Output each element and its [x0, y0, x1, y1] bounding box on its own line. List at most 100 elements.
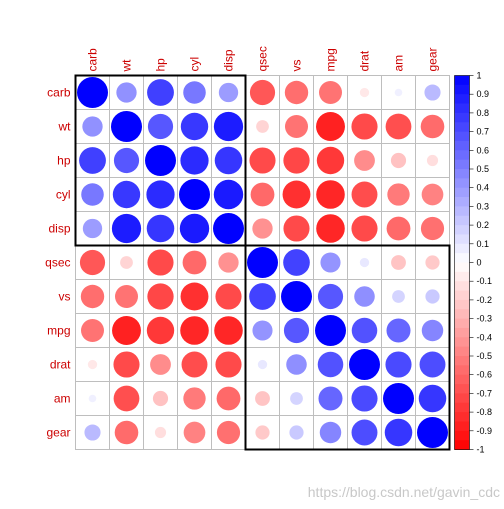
circle-vs-carb	[80, 284, 105, 309]
colorbar-tick-label: -0.8	[477, 407, 493, 417]
col-label-vs: vs	[290, 60, 304, 72]
colorbar-tick-label: -0.3	[477, 314, 493, 324]
circle-cyl-mpg	[316, 180, 345, 209]
circle-vs-vs	[281, 281, 312, 312]
circle-cyl-gear	[421, 183, 444, 206]
cluster-box-2	[244, 244, 451, 451]
circle-carb-disp	[218, 82, 239, 103]
col-label-am: am	[392, 55, 406, 72]
colorbar-step	[454, 197, 470, 207]
circle-qsec-carb	[79, 249, 106, 276]
colorbar-tick-label: -0.9	[477, 426, 493, 436]
colorbar-tick-label: 0.6	[477, 145, 490, 155]
colorbar-step	[454, 384, 470, 394]
circle-mpg-cyl	[180, 316, 209, 345]
colorbar-step	[454, 75, 470, 86]
colorbar-step	[454, 122, 470, 132]
circle-hp-qsec	[249, 147, 276, 174]
circle-qsec-disp	[218, 252, 239, 273]
circle-am-qsec	[255, 391, 270, 406]
circle-drat-am	[385, 351, 412, 378]
colorbar-tick-label: 0.3	[477, 201, 490, 211]
circle-mpg-mpg	[315, 315, 346, 346]
col-label-cyl: cyl	[188, 57, 202, 72]
col-label-disp: disp	[222, 49, 236, 71]
circle-drat-drat	[349, 349, 380, 380]
circle-mpg-gear	[421, 319, 444, 342]
colorbar-step	[454, 290, 470, 301]
row-label-mpg: mpg	[47, 324, 70, 338]
colorbar-step	[454, 309, 470, 319]
circle-am-gear	[418, 384, 447, 413]
circle-vs-drat	[354, 286, 375, 307]
circle-cyl-wt	[112, 180, 141, 209]
colorbar-step	[454, 430, 470, 441]
circle-cyl-cyl	[179, 179, 210, 210]
row-label-cyl: cyl	[56, 188, 71, 202]
circle-mpg-am	[386, 318, 411, 343]
circle-gear-cyl	[183, 421, 206, 444]
circle-vs-wt	[115, 285, 138, 308]
circle-carb-hp	[147, 79, 174, 106]
circle-gear-gear	[417, 417, 448, 448]
colorbar-tick-label: 0.5	[477, 164, 490, 174]
circle-am-disp	[216, 386, 241, 411]
col-label-carb: carb	[86, 48, 100, 72]
circle-carb-mpg	[319, 81, 342, 104]
circle-mpg-carb	[81, 319, 104, 342]
row-label-am: am	[54, 392, 71, 406]
colorbar-step	[454, 103, 470, 114]
circle-wt-cyl	[180, 112, 209, 141]
circle-wt-disp	[213, 111, 244, 142]
watermark: https://blog.csdn.net/gavin_cdc	[307, 484, 500, 500]
circle-qsec-gear	[425, 255, 440, 270]
colorbar-step	[454, 112, 470, 123]
colorbar-tick-label: 0.4	[477, 183, 490, 193]
row-label-wt: wt	[58, 120, 72, 134]
circle-carb-qsec	[249, 79, 276, 106]
circle-wt-qsec	[256, 120, 269, 133]
circle-wt-am	[385, 113, 412, 140]
colorbar-step	[454, 234, 470, 245]
circle-mpg-vs	[283, 317, 310, 344]
circle-qsec-cyl	[182, 250, 207, 275]
circle-wt-vs	[285, 115, 308, 138]
circle-disp-disp	[213, 213, 244, 244]
circle-gear-carb	[84, 424, 101, 441]
colorbar-step	[454, 225, 470, 235]
colorbar-step	[454, 421, 470, 432]
colorbar-step	[454, 243, 470, 254]
cluster-box-1	[74, 74, 247, 247]
circle-qsec-am	[391, 255, 406, 270]
colorbar-step	[454, 281, 470, 291]
circle-carb-am	[394, 88, 403, 97]
circle-am-cyl	[183, 387, 206, 410]
colorbar-tick-label: 0.9	[477, 89, 490, 99]
colorbar-step	[454, 159, 470, 170]
col-label-wt: wt	[120, 59, 134, 73]
colorbar-tick-label: 1	[477, 71, 482, 81]
colorbar-tick-label: 0.7	[477, 127, 490, 137]
circle-wt-wt	[111, 111, 142, 142]
circle-gear-mpg	[319, 421, 342, 444]
circle-disp-hp	[146, 214, 175, 243]
row-label-gear: gear	[46, 426, 70, 440]
colorbar-tick-label: 0.8	[477, 108, 490, 118]
circle-wt-carb	[82, 116, 103, 137]
circle-cyl-carb	[81, 183, 104, 206]
circle-drat-gear	[419, 351, 446, 378]
circle-mpg-disp	[214, 316, 243, 345]
circle-disp-carb	[82, 218, 103, 239]
circle-hp-vs	[283, 147, 310, 174]
circle-vs-am	[392, 290, 405, 303]
circle-gear-drat	[351, 419, 378, 446]
colorbar-step	[454, 178, 470, 189]
colorbar-step	[454, 356, 470, 366]
colorbar-step	[454, 253, 470, 263]
colorbar-tick-label: -0.4	[477, 332, 493, 342]
circle-mpg-drat	[351, 317, 378, 344]
colorbar-step	[454, 150, 470, 161]
colorbar-step	[454, 412, 470, 422]
circle-wt-hp	[147, 113, 174, 140]
circle-am-vs	[290, 392, 303, 405]
